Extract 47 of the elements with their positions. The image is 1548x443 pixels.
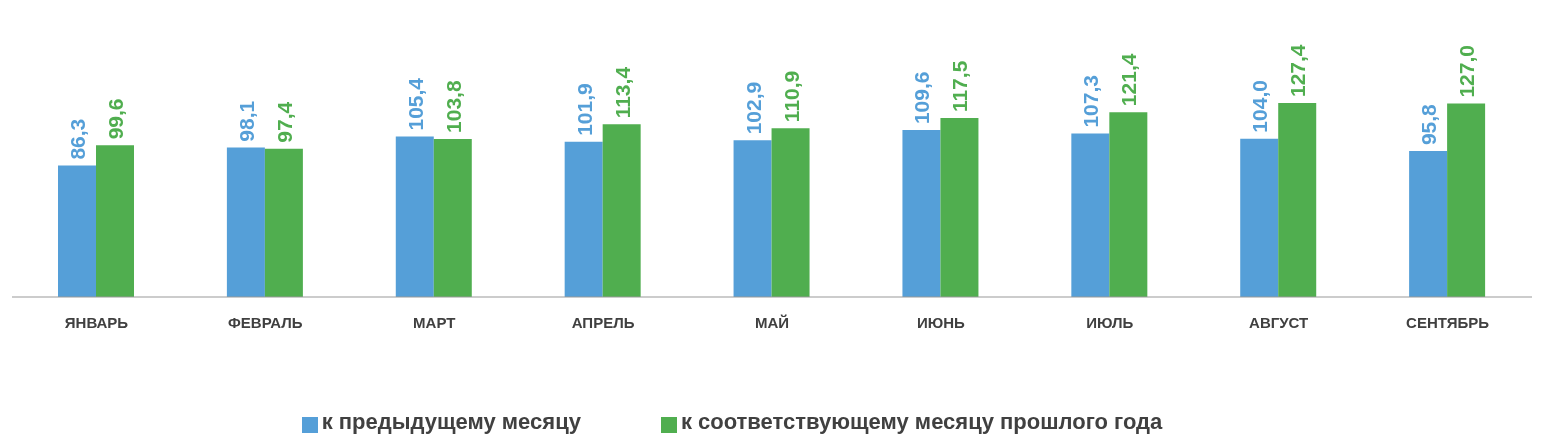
- bar: [1278, 103, 1317, 297]
- bar: [1240, 138, 1279, 297]
- data-label: 127,0: [1455, 45, 1479, 98]
- x-tick-label: ИЮНЬ: [916, 313, 966, 331]
- bar: [940, 118, 979, 297]
- data-label: 99,6: [104, 98, 127, 140]
- bar: [264, 148, 303, 297]
- bar: [771, 128, 810, 297]
- bar: [1109, 112, 1148, 297]
- data-label: 86,3: [66, 118, 89, 160]
- data-label: 109,6: [910, 71, 934, 125]
- legend-label: к соответствующему месяцу прошлого года: [680, 409, 1163, 434]
- data-label: 95,8: [1417, 103, 1441, 146]
- data-label: 127,4: [1286, 44, 1310, 97]
- x-tick-label: МАРТ: [413, 313, 456, 331]
- data-label: 103,8: [441, 80, 465, 133]
- data-label: 97,4: [272, 101, 296, 143]
- bar: [58, 165, 96, 297]
- data-label: 121,4: [1117, 53, 1141, 107]
- data-label: 110,9: [779, 70, 803, 123]
- data-label: 113,4: [610, 66, 634, 119]
- x-tick-label: ИЮЛЬ: [1086, 313, 1134, 331]
- data-label: 105,4: [403, 77, 427, 131]
- bar: [433, 138, 472, 297]
- x-tick-label: МАЙ: [754, 313, 790, 331]
- bar: [902, 130, 941, 297]
- data-label: 107,3: [1079, 75, 1103, 128]
- bar: [564, 141, 603, 297]
- x-tick-label: АПРЕЛЬ: [571, 313, 635, 331]
- data-label: 117,5: [948, 60, 972, 113]
- x-tick-label: СЕНТЯБРЬ: [1406, 313, 1490, 331]
- bar: [602, 124, 641, 297]
- x-tick-label: ЯНВАРЬ: [64, 313, 129, 331]
- bar: [226, 147, 265, 297]
- bar: [1409, 151, 1448, 297]
- bar: [733, 140, 772, 297]
- data-label: 98,1: [234, 100, 258, 142]
- data-label: 102,9: [741, 81, 765, 135]
- bar: [96, 145, 134, 297]
- data-label: 104,0: [1248, 80, 1272, 133]
- bar: [1447, 103, 1486, 297]
- x-tick-label: АВГУСТ: [1249, 313, 1309, 331]
- legend-label: к предыдущему месяцу: [321, 409, 581, 434]
- bar: [395, 136, 434, 297]
- bar: [1071, 133, 1110, 297]
- x-tick-label: ФЕВРАЛЬ: [228, 313, 303, 331]
- data-label: 101,9: [572, 83, 596, 136]
